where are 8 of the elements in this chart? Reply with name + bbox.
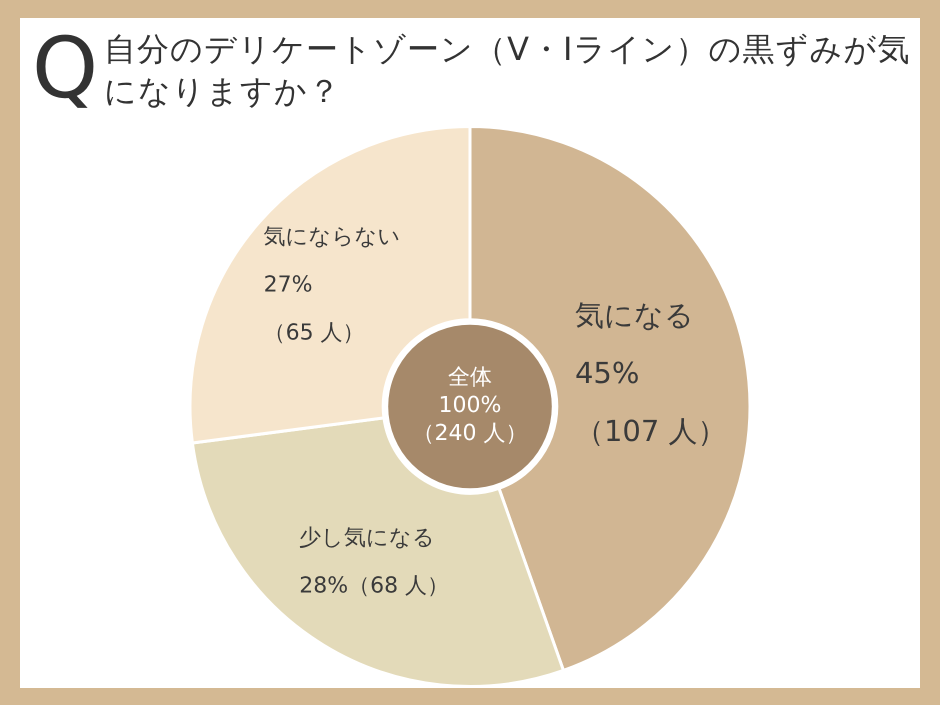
data-label: 27% （65 人） [264, 272, 365, 346]
slice-label: 少し気になる [299, 526, 436, 551]
data-label: 45% （107 人） [574, 356, 727, 448]
slice-label: 気にならない [264, 224, 401, 250]
text: 全体 100% （240 人） [412, 365, 528, 446]
data-label: 28%（68 人） [299, 574, 450, 599]
slice-label: 気になる [574, 298, 694, 332]
chart-title: Q自分のデリケートゾーン（V・Iライン）の黒ずみが気になりますか？ [32, 19, 912, 117]
